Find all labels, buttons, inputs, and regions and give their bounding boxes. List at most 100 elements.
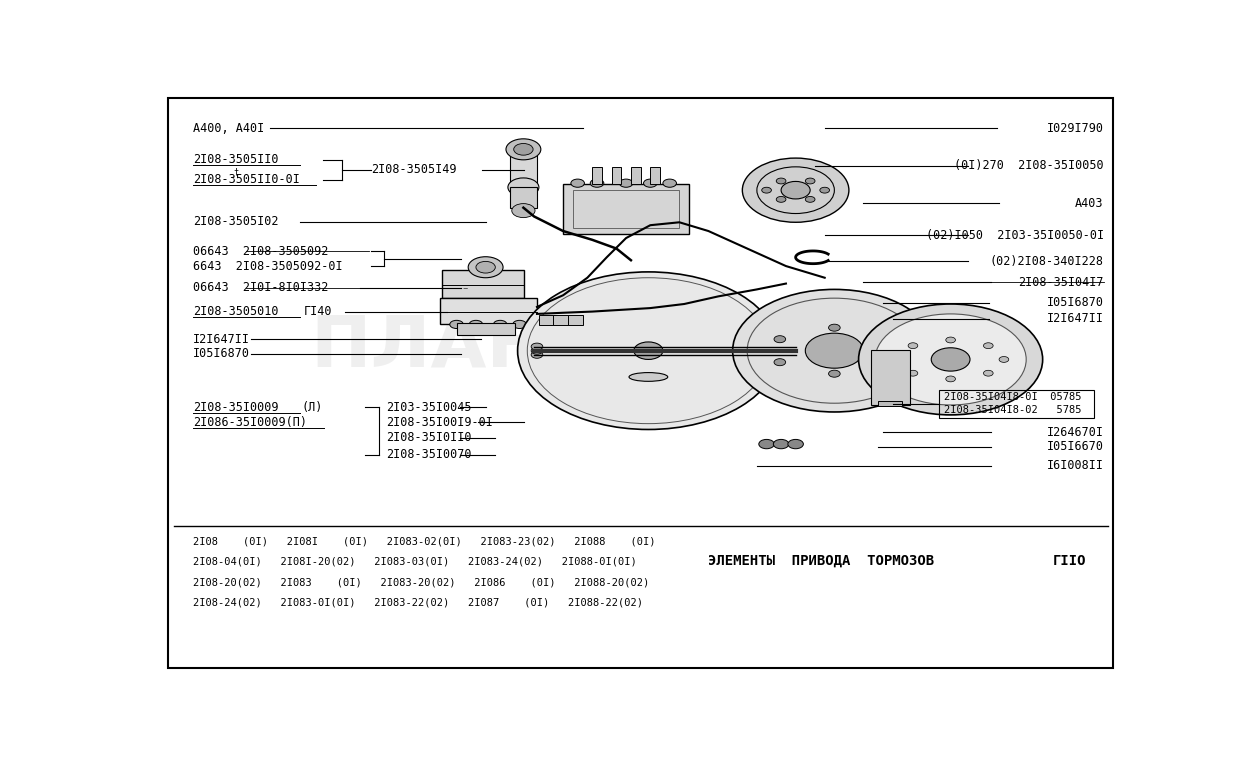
Text: ЭЛЕМЕНТЫ  ПРИВОДА  ТОРМОЗОВ: ЭЛЕМЕНТЫ ПРИВОДА ТОРМОЗОВ bbox=[709, 554, 935, 568]
Circle shape bbox=[820, 187, 830, 193]
Bar bbox=[442, 270, 525, 298]
Text: 2I08-24(02)   2I083-0I(0I)   2I083-22(02)   2I087    (0I)   2I088-22(02): 2I08-24(02) 2I083-0I(0I) 2I083-22(02) 2I… bbox=[192, 598, 642, 608]
Circle shape bbox=[634, 342, 662, 359]
Circle shape bbox=[882, 336, 895, 343]
Circle shape bbox=[761, 187, 771, 193]
Bar bbox=[554, 315, 569, 325]
Circle shape bbox=[662, 179, 676, 187]
Text: I6I008II: I6I008II bbox=[1046, 459, 1104, 472]
Circle shape bbox=[908, 343, 918, 349]
Text: †: † bbox=[234, 167, 239, 176]
Circle shape bbox=[908, 371, 918, 376]
Bar bbox=[568, 315, 584, 325]
Text: 2I086-35I0009(П): 2I086-35I0009(П) bbox=[192, 416, 308, 429]
Circle shape bbox=[759, 440, 774, 449]
Bar bbox=[562, 184, 689, 234]
Bar bbox=[592, 167, 602, 184]
Ellipse shape bbox=[629, 373, 668, 381]
Circle shape bbox=[571, 179, 585, 187]
Text: 2I08-3505II0-0I: 2I08-3505II0-0I bbox=[192, 173, 300, 186]
Circle shape bbox=[999, 356, 1009, 362]
Circle shape bbox=[531, 343, 542, 350]
Circle shape bbox=[781, 181, 810, 199]
Circle shape bbox=[946, 337, 955, 343]
Bar bbox=[631, 167, 641, 184]
Text: 06643  2I08-3505092: 06643 2I08-3505092 bbox=[192, 245, 329, 258]
Text: ГIIO: ГIIO bbox=[1052, 554, 1086, 568]
Text: I05I6870: I05I6870 bbox=[192, 347, 250, 360]
Bar bbox=[456, 323, 515, 335]
Text: 2I08-35I0II0: 2I08-35I0II0 bbox=[386, 431, 471, 444]
Text: ~~~: ~~~ bbox=[451, 287, 469, 293]
Text: I05I6670: I05I6670 bbox=[1046, 440, 1104, 453]
Circle shape bbox=[590, 179, 604, 187]
Bar bbox=[939, 390, 1094, 418]
Circle shape bbox=[829, 370, 840, 377]
Circle shape bbox=[494, 321, 508, 328]
Circle shape bbox=[788, 440, 804, 449]
Circle shape bbox=[531, 347, 542, 354]
Circle shape bbox=[859, 304, 1042, 415]
Circle shape bbox=[732, 290, 936, 412]
Text: 2I08-35I04I8-02   5785: 2I08-35I04I8-02 5785 bbox=[944, 406, 1081, 415]
Circle shape bbox=[511, 204, 535, 218]
Circle shape bbox=[518, 272, 779, 430]
Text: I2I647II: I2I647II bbox=[1046, 312, 1104, 325]
Text: I2I647II: I2I647II bbox=[192, 333, 250, 346]
Text: 2I08-35I04I8-0I  05785: 2I08-35I04I8-0I 05785 bbox=[944, 392, 1081, 402]
Circle shape bbox=[805, 196, 815, 202]
Text: (Л): (Л) bbox=[301, 401, 322, 414]
Circle shape bbox=[469, 257, 502, 277]
Circle shape bbox=[774, 440, 789, 449]
Bar bbox=[510, 152, 538, 184]
Text: 2I08-3505I02: 2I08-3505I02 bbox=[192, 215, 279, 228]
Text: A400, A40I: A400, A40I bbox=[192, 122, 264, 135]
Circle shape bbox=[984, 371, 994, 376]
Bar bbox=[440, 298, 538, 324]
Circle shape bbox=[882, 359, 895, 365]
Circle shape bbox=[742, 158, 849, 222]
Circle shape bbox=[644, 179, 658, 187]
Text: 2I08-35I04I7: 2I08-35I04I7 bbox=[1019, 276, 1104, 289]
Text: A403: A403 bbox=[1075, 196, 1104, 209]
Bar bbox=[572, 190, 680, 228]
Circle shape bbox=[469, 321, 482, 328]
Text: 2I03-35I0045: 2I03-35I0045 bbox=[386, 401, 471, 414]
Text: 06643  2I0I-8I0I332: 06643 2I0I-8I0I332 bbox=[192, 281, 329, 294]
Text: I029I790: I029I790 bbox=[1046, 122, 1104, 135]
Circle shape bbox=[984, 343, 994, 349]
Text: 2I08-35I0070: 2I08-35I0070 bbox=[386, 448, 471, 461]
Circle shape bbox=[805, 334, 864, 368]
Bar bbox=[650, 167, 660, 184]
Circle shape bbox=[774, 336, 786, 343]
Text: (02)I050  2I03-35I0050-0I: (02)I050 2I03-35I0050-0I bbox=[925, 229, 1104, 242]
Text: 2I08-3505I49: 2I08-3505I49 bbox=[371, 163, 456, 177]
Bar bbox=[510, 187, 538, 208]
Circle shape bbox=[892, 356, 902, 362]
Text: (02)2I08-340I228: (02)2I08-340I228 bbox=[990, 255, 1104, 268]
Circle shape bbox=[512, 321, 526, 328]
Circle shape bbox=[476, 262, 495, 273]
Circle shape bbox=[450, 321, 464, 328]
Circle shape bbox=[508, 178, 539, 196]
Text: ПЛАНЕТАКЕРЗА: ПЛАНЕТАКЕРЗА bbox=[310, 313, 971, 382]
Circle shape bbox=[946, 376, 955, 382]
Circle shape bbox=[931, 348, 970, 371]
Circle shape bbox=[531, 351, 542, 359]
Text: I264670I: I264670I bbox=[1046, 426, 1104, 439]
Bar bbox=[878, 402, 902, 406]
Text: 2I08-3505II0: 2I08-3505II0 bbox=[192, 153, 279, 166]
Text: 2I08-04(0I)   2I08I-20(02)   2I083-03(0I)   2I083-24(02)   2I088-0I(0I): 2I08-04(0I) 2I08I-20(02) 2I083-03(0I) 2I… bbox=[192, 557, 636, 567]
Text: 2I08-20(02)   2I083    (0I)   2I083-20(02)   2I086    (0I)   2I088-20(02): 2I08-20(02) 2I083 (0I) 2I083-20(02) 2I08… bbox=[192, 578, 649, 587]
Circle shape bbox=[776, 178, 786, 184]
Text: ГI40: ГI40 bbox=[304, 305, 332, 318]
Circle shape bbox=[805, 178, 815, 184]
Text: 6643  2I08-3505092-0I: 6643 2I08-3505092-0I bbox=[192, 259, 342, 273]
Circle shape bbox=[776, 196, 786, 202]
Circle shape bbox=[619, 179, 632, 187]
Text: I05I6870: I05I6870 bbox=[1046, 296, 1104, 309]
Bar bbox=[871, 349, 910, 405]
Text: 2I08-3505010: 2I08-3505010 bbox=[192, 305, 279, 318]
Circle shape bbox=[514, 143, 532, 155]
Circle shape bbox=[774, 359, 786, 365]
